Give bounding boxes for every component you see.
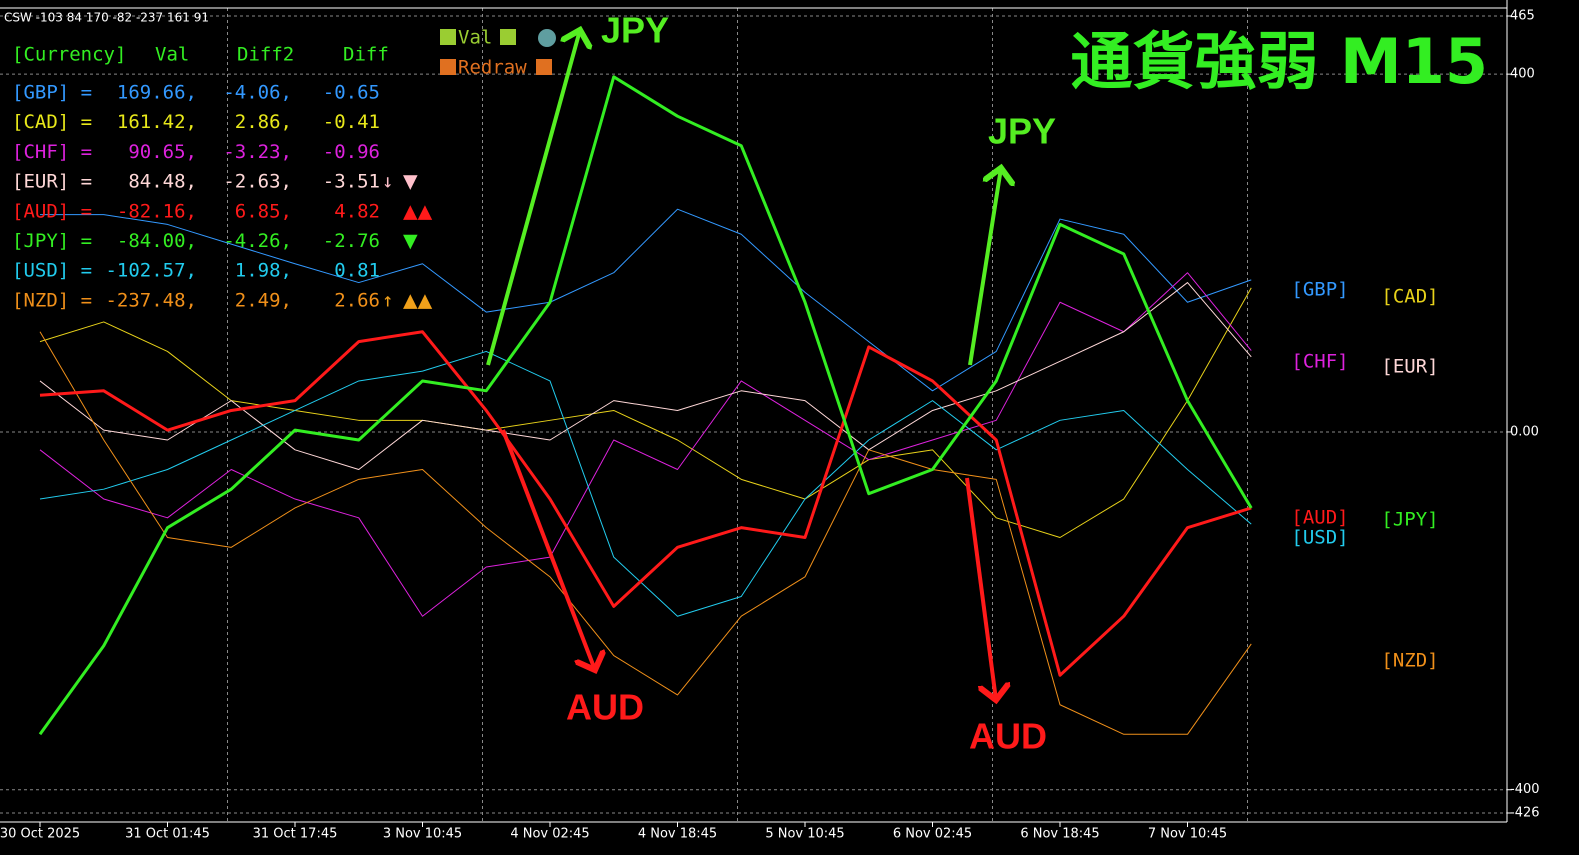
circle (538, 29, 556, 47)
table-header: Diff2 (237, 44, 294, 66)
currency: [AUD] = (12, 200, 92, 222)
diff: -0.41 (323, 111, 380, 133)
series-line (38, 75, 1253, 736)
diff2: 2.49, (235, 289, 292, 311)
x-tick-label: 30 Oct 2025 (0, 827, 80, 842)
x-tick-label: 3 Nov 10:45 (383, 827, 462, 842)
currency: [EUR] = (12, 171, 92, 193)
currency: [NZD] = (12, 289, 92, 311)
val: 90.65, (128, 141, 197, 163)
y-tick-label: 400 (1510, 67, 1535, 82)
currency: [CAD] = (12, 111, 92, 133)
marks: ▼ (403, 171, 418, 193)
x-tick-label: 31 Oct 17:45 (253, 827, 338, 842)
currency: [JPY] = (12, 230, 92, 252)
legend-label: [AUD] (1291, 507, 1348, 529)
chart-title: 通貨強弱 M15 (1070, 25, 1488, 98)
currency: [USD] = (12, 260, 92, 282)
table-header: Diff (343, 44, 389, 66)
y-tick-label: 0.00 (1510, 424, 1539, 439)
marks: ▲▲ (403, 289, 433, 311)
val-button[interactable]: Val (440, 27, 556, 49)
arrow (965, 477, 996, 700)
annotation: JPY (601, 10, 669, 51)
header: CSW -103 84 170 -82 -237 161 91 (4, 11, 209, 25)
x-tick-label: 6 Nov 18:45 (1020, 827, 1099, 842)
diff: 0.81 (334, 260, 380, 282)
val: -237.48, (105, 289, 197, 311)
legend-label: [USD] (1291, 527, 1348, 549)
square (440, 29, 456, 45)
legend-label: [EUR] (1381, 356, 1438, 378)
series-line (40, 208, 1252, 392)
series-line (39, 272, 1252, 617)
square (536, 59, 552, 75)
diff: -0.65 (323, 82, 380, 104)
diff2: 1.98, (235, 260, 292, 282)
diff: 4.82 (334, 200, 380, 222)
label[interactable]: Redraw (458, 57, 527, 79)
lines (38, 75, 1253, 736)
legend-label: [GBP] (1291, 279, 1348, 301)
val: -82.16, (117, 200, 197, 222)
val: 169.66, (117, 82, 197, 104)
marks: ▼ (403, 230, 418, 252)
series-line (39, 287, 1252, 538)
x-tick-label: 7 Nov 10:45 (1148, 827, 1227, 842)
x-tick-label: 31 Oct 01:45 (125, 827, 210, 842)
x-tick-label: 4 Nov 18:45 (638, 827, 717, 842)
val: -102.57, (105, 260, 197, 282)
val: 84.48, (128, 171, 197, 193)
arrow (486, 30, 580, 366)
diff2: -4.26, (223, 230, 292, 252)
diff2: 2.86, (235, 111, 292, 133)
x-tick-label: 4 Nov 02:45 (510, 827, 589, 842)
currency: [CHF] = (12, 141, 92, 163)
arrow: ↑ (382, 289, 393, 311)
annotation: AUD (566, 687, 644, 728)
arrow: ↓ (382, 171, 393, 193)
diff: -3.51 (323, 171, 380, 193)
series-line (39, 331, 1252, 735)
legend-label: [NZD] (1381, 650, 1438, 672)
diff: -0.96 (323, 141, 380, 163)
diff2: -4.06, (223, 82, 292, 104)
diff2: -3.23, (223, 141, 292, 163)
label[interactable]: Val (458, 27, 492, 49)
diff2: 6.85, (235, 200, 292, 222)
x-tick-label: 5 Nov 10:45 (765, 827, 844, 842)
val: 161.42, (117, 111, 197, 133)
diff: -2.76 (323, 230, 380, 252)
diff2: -2.63, (223, 171, 292, 193)
arrow (501, 429, 595, 670)
y-tick-label: -426 (1510, 806, 1540, 821)
y-tick-label: -400 (1510, 782, 1540, 797)
y-tick-label: 465 (1510, 9, 1535, 24)
table-header: Val (155, 44, 189, 66)
diff: 2.66 (334, 289, 380, 311)
redraw-button[interactable]: Redraw (440, 57, 552, 79)
annotation: JPY (988, 111, 1056, 152)
currency: [GBP] = (12, 82, 92, 104)
table-header: [Currency] (12, 44, 126, 66)
series-line (39, 330, 1252, 677)
legend-label: [CAD] (1381, 286, 1438, 308)
square (500, 29, 516, 45)
square (440, 59, 456, 75)
arrow (968, 168, 1001, 366)
legend-label: [CHF] (1291, 351, 1348, 373)
series-line (39, 350, 1252, 617)
x-tick-label: 6 Nov 02:45 (893, 827, 972, 842)
marks: ▲▲ (403, 200, 433, 222)
legend-label: [JPY] (1381, 509, 1438, 531)
val: -84.00, (117, 230, 197, 252)
table: [Currency] Val Diff2 Diff [GBP] = 169.66, -4.0… (12, 44, 433, 312)
annotation: AUD (969, 716, 1047, 757)
